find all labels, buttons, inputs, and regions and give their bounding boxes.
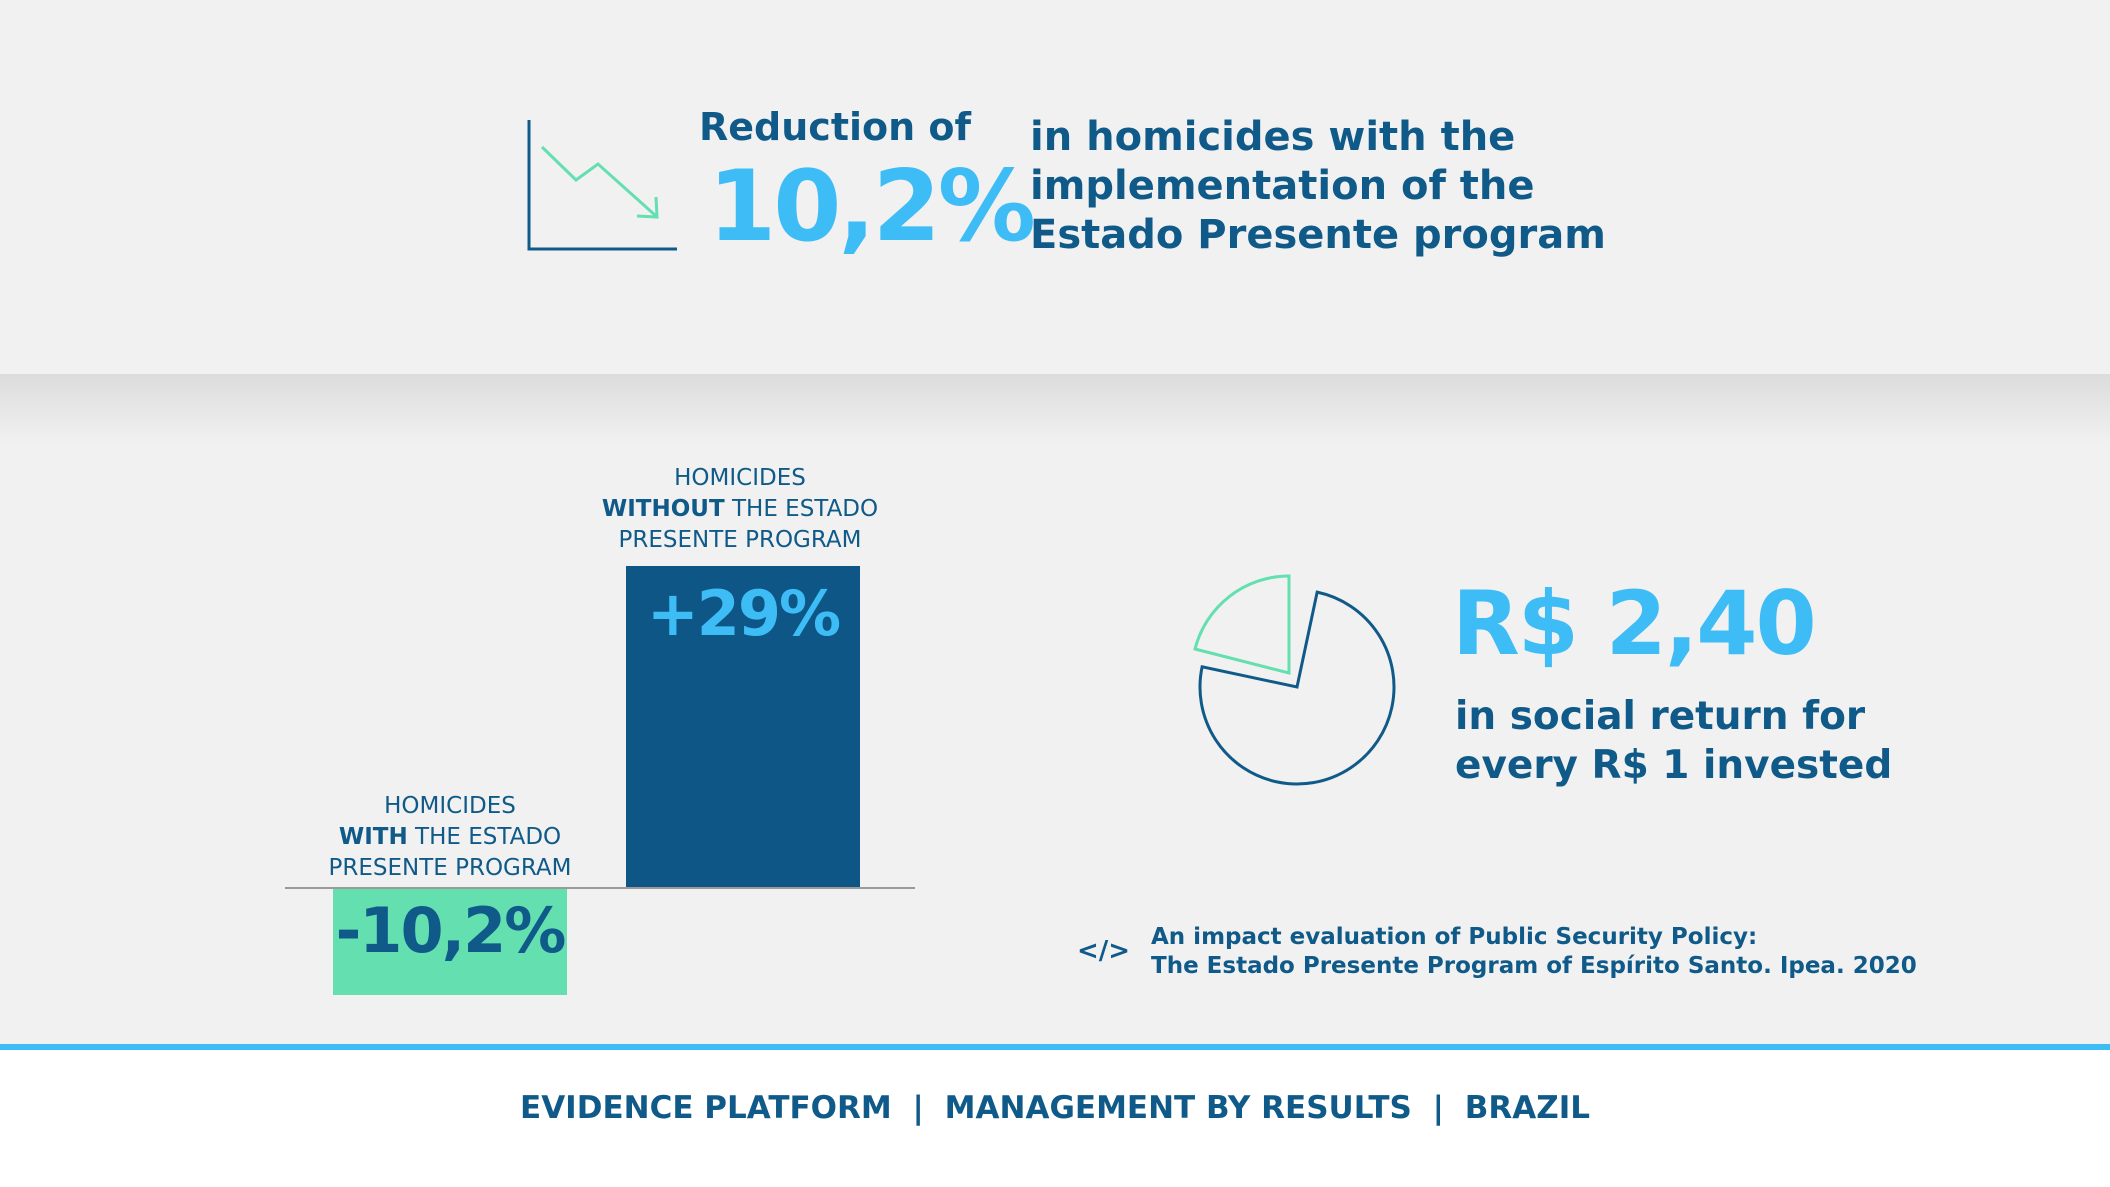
bar-without-program: [626, 566, 860, 888]
bar-with-program: [333, 888, 567, 995]
bar-value-without: +29%: [646, 577, 841, 650]
reduction-percent: 10,2%: [708, 150, 1036, 264]
footer-part-2: MANAGEMENT BY RESULTS: [944, 1090, 1412, 1126]
source-line-1: An impact evaluation of Public Security …: [1151, 924, 1758, 950]
footer-separator-2: |: [1432, 1090, 1444, 1126]
footer-divider: [0, 1044, 2110, 1050]
pie-chart-icon: [1193, 574, 1396, 786]
bar-caption-without: HOMICIDES WITHOUT THE ESTADO PRESENTE PR…: [600, 463, 880, 556]
caption-without-line-2: WITHOUT THE ESTADO: [600, 494, 880, 525]
caption-with-line-3: PRESENTE PROGRAM: [328, 855, 572, 881]
headline-line-2: implementation of the: [1030, 163, 1535, 209]
headline-line-3: Estado Presente program: [1030, 212, 1606, 258]
caption-without-bold: WITHOUT: [601, 496, 725, 522]
source-citation: An impact evaluation of Public Security …: [1151, 923, 1917, 981]
social-return-value: R$ 2,40: [1452, 572, 1817, 675]
caption-without-line-1: HOMICIDES: [674, 465, 806, 491]
footer: [0, 1050, 2110, 1187]
caption-without-line-3: PRESENTE PROGRAM: [618, 527, 862, 553]
footer-part-1: EVIDENCE PLATFORM: [520, 1090, 892, 1126]
caption-with-line-1: HOMICIDES: [384, 793, 516, 819]
source-line-2: The Estado Presente Program of Espírito …: [1151, 953, 1917, 979]
footer-part-3: BRAZIL: [1464, 1090, 1590, 1126]
caption-with-line-2: WITH THE ESTADO: [310, 822, 590, 853]
footer-separator-1: |: [912, 1090, 924, 1126]
reduction-label: Reduction of: [699, 105, 972, 149]
trend-down-icon: [527, 120, 677, 251]
caption-with-bold: WITH: [338, 824, 408, 850]
social-return-line-2: every R$ 1 invested: [1455, 743, 1893, 788]
footer-text: EVIDENCE PLATFORM | MANAGEMENT BY RESULT…: [0, 1090, 2110, 1126]
social-return-line-1: in social return for: [1455, 694, 1866, 739]
caption-with-rest: THE ESTADO: [407, 824, 562, 850]
social-return-text: in social return for every R$ 1 invested: [1455, 692, 1915, 790]
headline-line-1: in homicides with the: [1030, 114, 1516, 160]
band-shadow: [0, 374, 2110, 444]
bar-value-with: -10,2%: [335, 894, 567, 967]
bar-chart: [285, 566, 915, 995]
top-band: [0, 0, 2110, 374]
bar-caption-with: HOMICIDES WITH THE ESTADO PRESENTE PROGR…: [310, 791, 590, 884]
headline-text: in homicides with the implementation of …: [1030, 113, 1610, 260]
caption-without-rest: THE ESTADO: [724, 496, 879, 522]
code-icon: </>: [1077, 936, 1131, 966]
